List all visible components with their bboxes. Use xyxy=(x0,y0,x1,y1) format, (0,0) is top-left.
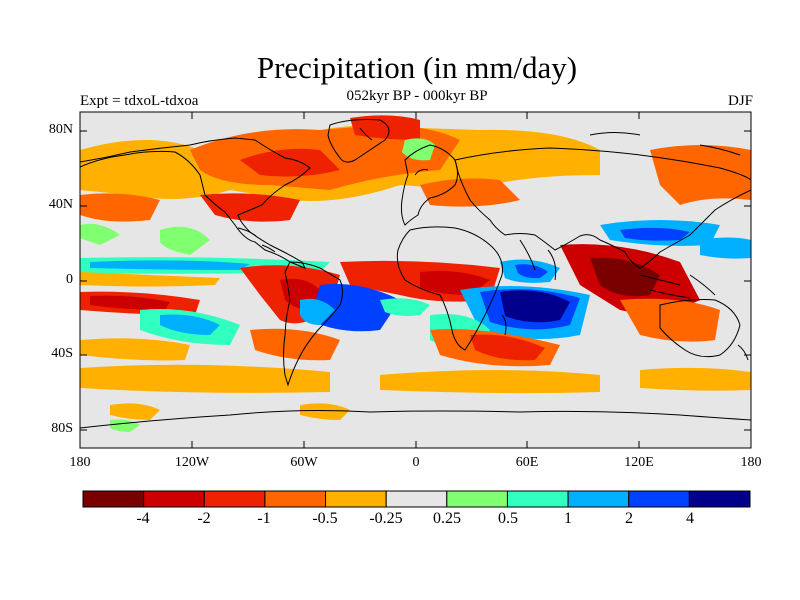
colorbar-swatch xyxy=(446,490,508,508)
lat-label-40s: 40S xyxy=(51,346,73,361)
colorbar-swatch xyxy=(506,490,569,508)
colorbar-label: 2 xyxy=(625,510,633,527)
colorbar-label: -4 xyxy=(136,510,150,527)
colorbar-label: -0.25 xyxy=(369,510,403,527)
colorbar-label: 1 xyxy=(564,510,572,527)
colorbar-label: -2 xyxy=(197,510,211,527)
season-label: DJF xyxy=(727,93,753,109)
lat-label-0: 0 xyxy=(66,272,73,287)
lon-label-60e: 60E xyxy=(515,455,539,470)
colorbar-label: 0.25 xyxy=(433,510,461,527)
coastlines xyxy=(80,119,751,429)
colorbar-label: -0.5 xyxy=(312,510,338,527)
colorbar-swatch xyxy=(325,490,387,508)
colorbar-swatch xyxy=(143,490,205,508)
colorbar-label: 4 xyxy=(686,510,694,527)
lon-label-120w: 120W xyxy=(174,455,210,470)
colorbar-label: -1 xyxy=(257,510,271,527)
colorbar-swatch xyxy=(628,490,690,508)
lon-label-180w: 180 xyxy=(69,455,91,470)
map-subtitle: 052kyr BP - 000kyr BP xyxy=(346,88,488,104)
colorbar-swatch xyxy=(688,490,751,508)
colorbar-swatch xyxy=(264,490,327,508)
colorbar xyxy=(82,490,751,508)
lon-label-60w: 60W xyxy=(290,455,318,470)
lon-label-120e: 120E xyxy=(624,455,654,470)
axis-ticks xyxy=(80,112,751,448)
lat-label-80s: 80S xyxy=(51,421,73,436)
colorbar-swatch xyxy=(567,490,630,508)
lat-label-40n: 40N xyxy=(48,197,73,212)
colorbar-swatch xyxy=(82,490,145,508)
map-title: Precipitation (in mm/day) xyxy=(256,50,578,85)
colorbar-label: 0.5 xyxy=(498,510,518,527)
lat-label-80n: 80N xyxy=(48,122,73,137)
colorbar-swatch xyxy=(203,490,266,508)
experiment-label: Expt = tdxoL-tdxoa xyxy=(80,93,199,109)
colorbar-swatch xyxy=(385,490,448,508)
lon-label-0: 0 xyxy=(412,455,420,470)
lon-label-180e: 180 xyxy=(740,455,762,470)
